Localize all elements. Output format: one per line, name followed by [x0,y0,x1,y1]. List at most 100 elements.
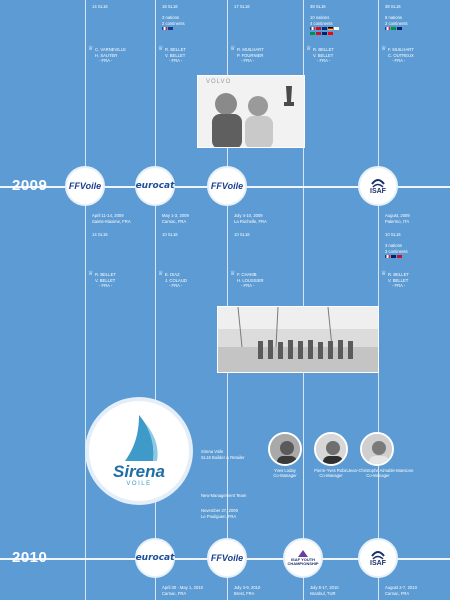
event-detail: 10 SL16 [162,232,178,237]
avatar [360,432,394,466]
trophy-icon: ♕ [230,46,236,52]
sirena-note: Sirena Voile SL16 Builder & Retailer [201,449,245,460]
group-photo-graphic [218,307,378,372]
sirena-note: November 27, 2009 Le Pouliguen, FRA [201,508,238,519]
manager-caption: Pierre-Yves Robin Co-Manager [314,468,348,479]
person-icon [362,434,392,464]
manager-caption: Jean-Christophe Aimable-Mansone Co-Manag… [348,468,414,479]
trophy-icon: ♕ [381,46,387,52]
event-nation: - FRA - [99,283,113,288]
ffvoile-logo-icon[interactable]: FFVoile [207,538,247,578]
eurocat-logo-icon[interactable]: eurocat [135,538,175,578]
flag-icon [391,27,396,30]
sirena-note: New Management Team [201,493,247,498]
event-nation: - FRA - [99,58,113,63]
event-nation: - FRA - [241,58,255,63]
event-count: 3 nations 2 continents [162,15,185,26]
flag-icon [397,255,402,258]
isaf-sail-icon [298,550,308,557]
flag-icon [328,27,333,30]
event-date: July 3-9, 2010 Brest, FRA [234,585,261,596]
isaf-swirl-icon [371,178,385,188]
year-label-2009: 2009 [12,177,48,194]
flag-icon [328,32,333,35]
event-nation: - FRA - [169,283,183,288]
event-logo-text: FFVoile [210,552,244,563]
avatar [268,432,302,466]
event-crew: R. MUILHART P. FOURNIER [237,47,264,58]
year-label-2010: 2010 [12,549,48,566]
event-count: 8 nations 2 continents [385,15,408,26]
trophy-icon: ♕ [158,271,164,277]
event-count: 3 nations 3 continents [385,243,408,254]
event-detail: 38 SL16 [310,4,326,9]
isaf-logo-icon[interactable]: ISAF [358,538,398,578]
flag-icon [385,27,390,30]
event-date: April 11-14, 2009 Sainte-Maxime, FRA [92,213,131,224]
event-crew: R. BELLET V. BELLET [313,47,334,58]
avatar [314,432,348,466]
timeline-column-line [227,0,228,600]
event-nation: - FRA - [241,283,255,288]
event-date: April 30 - May 1, 2010 Carnac, FRA [162,585,203,596]
flag-icon [322,27,327,30]
flag-icon [391,255,396,258]
flag-icon [397,27,402,30]
event-logo-text: eurocat [135,180,175,191]
event-crew: R. BELLET V. BELLET [388,272,409,283]
person-icon [270,434,300,464]
photo-caption: VOLVO [206,79,232,85]
flag-icon [310,27,315,30]
event-date: August, 2009 Palermo, ITA [385,213,410,224]
trophy-icon: ♕ [158,46,164,52]
event-logo-text: ISAF [370,187,386,195]
podium-photo: VOLVO [197,75,305,148]
event-date: July 8-17, 2010 Istanbul, TUR [310,585,339,596]
event-date: May 1-3, 2009 Carnac, FRA [162,213,189,224]
sirena-voile-logo[interactable]: Sirena VOILE [85,397,193,505]
event-date: August 2-7, 2010 Carnac, FRA [385,585,417,596]
isaf-logo-icon[interactable]: ISAF [358,166,398,206]
event-crew: E. DIAZ J. COLAUD [165,272,187,283]
event-nation: - FRA - [392,283,406,288]
ffvoile-logo-icon[interactable]: FFVoile [207,166,247,206]
flags-row [162,27,173,30]
flag-icon [316,27,321,30]
flags-row [310,32,333,35]
event-detail: 17 SL16 [234,4,250,9]
event-detail: 10 SL16 [385,232,401,237]
event-detail: 14 SL16 [92,4,108,9]
sirena-wordmark: Sirena [113,462,165,481]
timeline-column-line [155,0,156,600]
ffvoile-logo-icon[interactable]: FFVoile [65,166,105,206]
flag-icon [168,27,173,30]
event-crew: R. BELLET V. BELLET [95,272,116,283]
eurocat-logo-icon[interactable]: eurocat [135,166,175,206]
event-logo-text: FFVoile [210,180,244,191]
timeline-column-line [378,0,379,600]
event-detail: 10 SL16 [234,232,250,237]
flags-row [385,255,402,258]
event-crew: C. VARNEVILLE H. SAUTER [95,47,126,58]
flag-icon [310,32,315,35]
event-crew: F. CHAMB H. LOUSSIER [237,272,264,283]
trophy-icon: ♕ [88,46,94,52]
flag-icon [162,27,167,30]
timeline-column-line [85,0,86,600]
flags-row [385,27,402,30]
event-crew: F. MUILHART C. OUTREUX [388,47,414,58]
event-count: 10 nations 4 continents [310,15,333,26]
trophy-icon: ♕ [381,271,387,277]
flag-icon [334,27,339,30]
podium-photo-graphic [198,76,304,147]
timeline-column-line [303,0,304,600]
event-nation: - FRA - [317,58,331,63]
person-icon [316,434,346,464]
sail-icon [125,415,158,461]
trophy-icon: ♕ [306,46,312,52]
manager-caption: Yves Loday Co-Manager [273,468,297,479]
trophy-icon: ♕ [88,271,94,277]
event-nation: - FRA - [169,58,183,63]
isaf-youth-logo-icon[interactable]: ISAF YOUTH CHAMPIONSHIP [283,538,323,578]
event-detail: 14 SL16 [92,232,108,237]
